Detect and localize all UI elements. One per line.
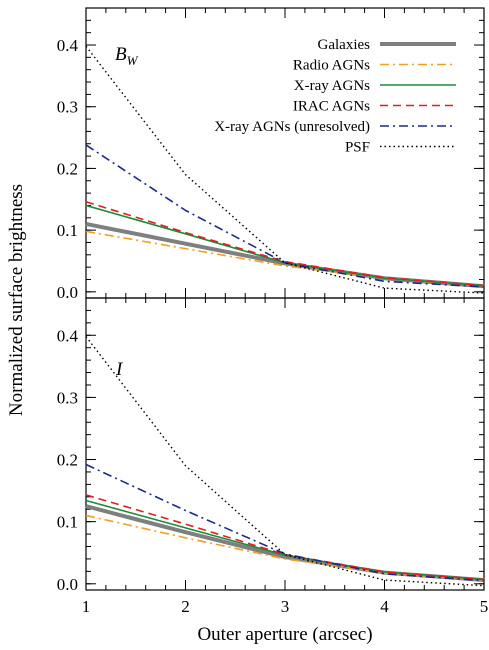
series-line-irac-agns bbox=[85, 494, 485, 581]
y-tick-label: 0.4 bbox=[57, 36, 79, 55]
series-line-x-ray-agns bbox=[85, 204, 485, 287]
lower-panel-ticks bbox=[85, 298, 485, 590]
lower-panel-frame bbox=[85, 297, 485, 591]
upper-panel-label: BW bbox=[115, 44, 139, 68]
upper-panel-y-tick-labels: 0.0 0.1 0.2 0.3 0.4 bbox=[57, 36, 79, 302]
legend-label-x-ray-agns-unresolved: X-ray AGNs (unresolved) bbox=[214, 119, 370, 135]
series-line-x-ray-agns bbox=[85, 499, 485, 581]
legend-label-irac-agns: IRAC AGNs bbox=[293, 99, 370, 115]
upper-panel-frame bbox=[85, 7, 485, 299]
y-tick-label: 0.2 bbox=[57, 451, 78, 470]
upper-panel-series bbox=[85, 45, 485, 294]
series-line-radio-agns bbox=[85, 514, 485, 581]
legend-label-psf: PSF bbox=[345, 140, 370, 156]
y-axis-title: Normalized surface brightness bbox=[6, 184, 27, 416]
x-tick-label: 1 bbox=[82, 597, 91, 616]
series-line-psf bbox=[85, 45, 485, 294]
y-tick-label: 0.0 bbox=[57, 575, 78, 594]
legend-label-x-ray-agns: X-ray AGNs bbox=[294, 78, 370, 94]
upper-panel-label-main: B bbox=[115, 44, 127, 65]
x-tick-label: 4 bbox=[380, 597, 389, 616]
series-line-galaxies bbox=[85, 221, 485, 289]
series-line-radio-agns bbox=[85, 230, 485, 288]
x-tick-label: 3 bbox=[281, 597, 290, 616]
legend: Galaxies Radio AGNs X-ray AGNs IRAC AGNs X-r… bbox=[214, 37, 456, 156]
x-tick-label: 5 bbox=[480, 597, 489, 616]
upper-panel-ticks bbox=[85, 8, 485, 298]
y-tick-label: 0.4 bbox=[57, 326, 79, 345]
y-tick-label: 0.0 bbox=[57, 283, 78, 302]
y-tick-label: 0.1 bbox=[57, 513, 78, 532]
legend-label-galaxies: Galaxies bbox=[318, 37, 371, 53]
upper-panel: 0.0 0.1 0.2 0.3 0.4 BW Galaxies Radio AGNs X-r… bbox=[57, 7, 485, 302]
y-tick-label: 0.3 bbox=[57, 98, 78, 117]
y-tick-label: 0.3 bbox=[57, 388, 78, 407]
y-tick-label: 0.2 bbox=[57, 159, 78, 178]
x-tick-label: 2 bbox=[181, 597, 190, 616]
series-line-psf bbox=[85, 336, 485, 587]
lower-panel-series bbox=[85, 336, 485, 587]
x-axis-title: Outer aperture (arcsec) bbox=[197, 624, 372, 645]
upper-panel-label-sub: W bbox=[127, 53, 139, 68]
lower-panel: 0.0 0.1 0.2 0.3 0.4 I bbox=[57, 297, 485, 594]
x-tick-labels: 1 2 3 4 5 bbox=[82, 597, 489, 616]
lower-panel-y-tick-labels: 0.0 0.1 0.2 0.3 0.4 bbox=[57, 326, 79, 594]
series-line-irac-agns bbox=[85, 200, 485, 287]
y-tick-label: 0.1 bbox=[57, 221, 78, 240]
series-line-x-ray-agns-unresolved bbox=[85, 144, 485, 288]
legend-label-radio-agns: Radio AGNs bbox=[293, 58, 370, 74]
lower-panel-label: I bbox=[115, 359, 124, 380]
